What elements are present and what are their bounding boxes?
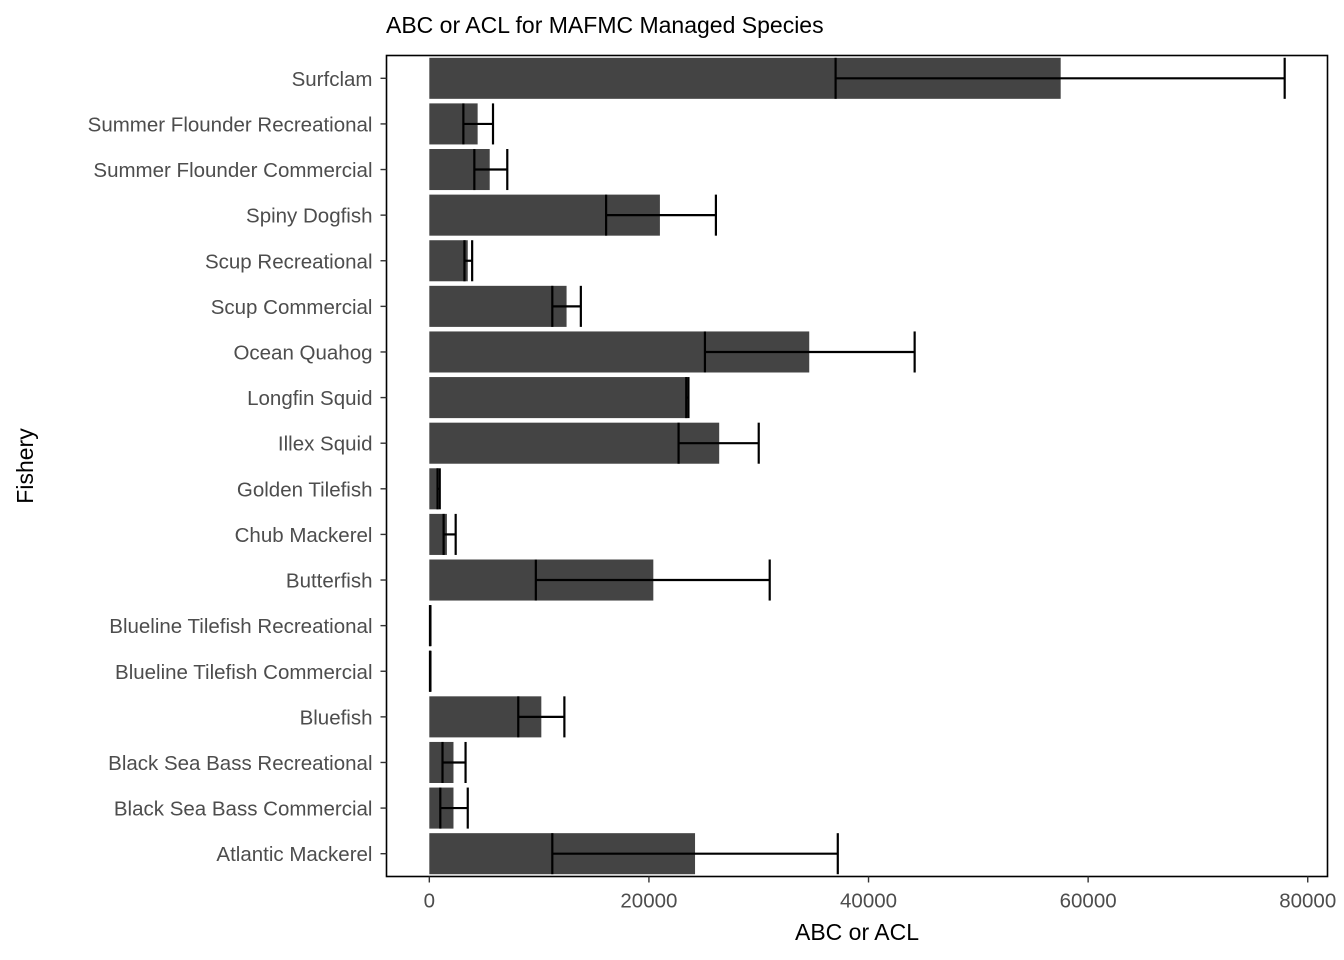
bar-longfin-squid — [429, 377, 688, 419]
y-tick-label: Butterfish — [286, 570, 373, 593]
y-tick-label: Longfin Squid — [247, 387, 372, 410]
errorbar-scup-recreational — [463, 240, 474, 282]
y-tick-label: Scup Recreational — [205, 250, 373, 273]
x-tick-label: 80000 — [1279, 890, 1336, 913]
bar-illex-squid — [429, 422, 720, 464]
errorbar-bluefish — [517, 696, 566, 738]
y-tick-label: Atlantic Mackerel — [216, 843, 372, 866]
y-tick-label: Summer Flounder Commercial — [93, 159, 372, 182]
y-tick-label: Ocean Quahog — [233, 341, 372, 364]
errorbar-black-sea-bass-commercial — [439, 787, 469, 829]
x-tick-label: 0 — [424, 890, 435, 913]
errorbar-butterfish — [534, 559, 771, 601]
y-tick-label: Spiny Dogfish — [246, 205, 372, 228]
errorbar-spiny-dogfish — [605, 194, 718, 236]
y-tick-label: Black Sea Bass Commercial — [114, 798, 373, 821]
y-tick-label: Blueline Tilefish Commercial — [115, 661, 372, 684]
bars-layer — [429, 57, 1061, 875]
x-tick-label: 60000 — [1060, 890, 1117, 913]
errorbar-chub-mackerel — [442, 513, 457, 555]
y-tick-label: Golden Tilefish — [237, 478, 373, 501]
y-tick-label: Summer Flounder Recreational — [88, 113, 373, 136]
y-tick-label: Black Sea Bass Recreational — [108, 752, 372, 775]
errorbar-summer-flounder-recreational — [462, 103, 495, 145]
errorbar-atlantic-mackerel — [551, 833, 839, 875]
y-tick-label: Surfclam — [292, 68, 373, 91]
errorbar-summer-flounder-commercial — [473, 149, 509, 191]
x-axis: 0 20000 40000 60000 80000 — [424, 876, 1336, 913]
y-axis-title: Fishery — [12, 428, 38, 504]
y-tick-label: Chub Mackerel — [235, 524, 373, 547]
y-tick-label: Bluefish — [300, 706, 373, 729]
bar-golden-tilefish — [429, 468, 439, 510]
y-tick-label: Illex Squid — [278, 433, 373, 456]
y-axis: Atlantic Mackerel Black Sea Bass Commerci… — [88, 68, 387, 866]
errorbars-layer — [428, 57, 1286, 875]
bar-scup-commercial — [429, 285, 567, 327]
errorbar-golden-tilefish — [436, 468, 441, 510]
chart-title: ABC or ACL for MAFMC Managed Species — [386, 12, 824, 38]
errorbar-surfclam — [834, 57, 1286, 99]
y-tick-label: Blueline Tilefish Recreational — [109, 615, 372, 638]
errorbar-longfin-squid — [685, 377, 690, 419]
y-tick-label: Scup Commercial — [211, 296, 373, 319]
errorbar-illex-squid — [677, 422, 760, 464]
x-tick-label: 40000 — [840, 890, 897, 913]
errorbar-scup-commercial — [551, 285, 582, 327]
errorbar-black-sea-bass-recreational — [441, 741, 467, 783]
plot-panel-border — [385, 54, 1329, 878]
errorbar-ocean-quahog — [703, 331, 916, 373]
x-axis-title: ABC or ACL — [795, 919, 919, 945]
bar-scup-recreational — [429, 240, 468, 282]
x-tick-label: 20000 — [620, 890, 677, 913]
